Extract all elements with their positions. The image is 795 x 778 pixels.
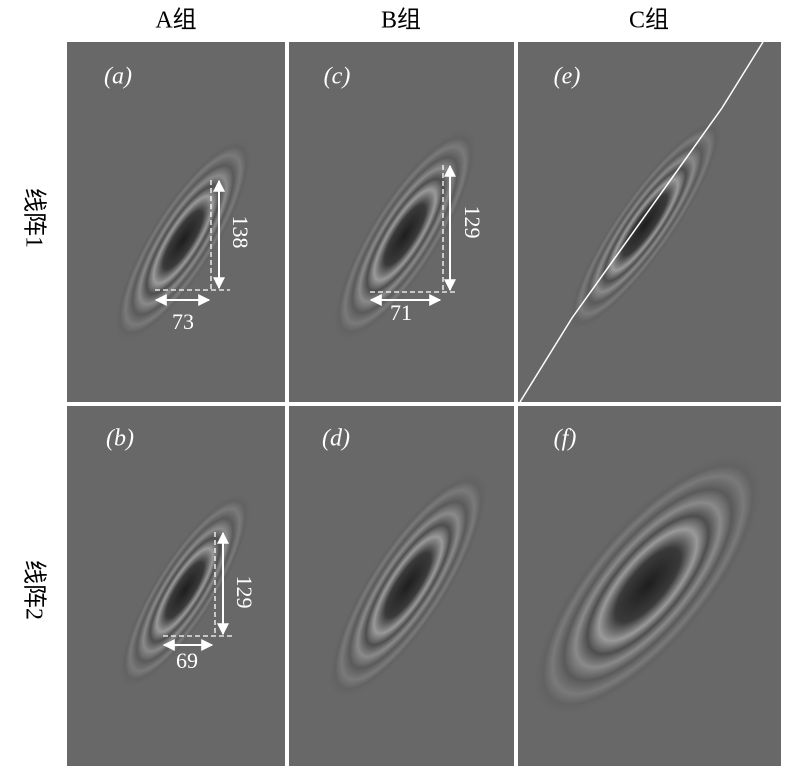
width-label: 71 — [390, 300, 412, 325]
column-header: A组 — [155, 7, 196, 34]
width-label: 73 — [172, 309, 194, 334]
column-header: B组 — [381, 7, 421, 34]
column-header: C组 — [629, 7, 669, 34]
panel-label: (b) — [106, 426, 134, 452]
panel-label: (a) — [104, 64, 132, 90]
panel-label: (c) — [324, 64, 351, 90]
pattern — [327, 469, 489, 701]
row-header: 线阵1 — [20, 188, 47, 248]
width-label: 69 — [176, 648, 198, 673]
height-label: 129 — [460, 206, 485, 239]
pattern — [332, 127, 478, 343]
panel-label: (f) — [554, 426, 577, 452]
panel-label: (d) — [322, 426, 350, 452]
height-label: 129 — [232, 576, 257, 609]
pattern — [531, 452, 765, 718]
annotations: 73 138 71 129 69 129 — [154, 164, 485, 673]
panel-labels: (a) (c) (e) (b) (d) (f) — [104, 64, 580, 452]
boundary-line — [519, 41, 764, 403]
panel-label: (e) — [554, 64, 581, 90]
headers: A组 B组 C组 线阵1 线阵2 — [20, 7, 669, 621]
height-label: 138 — [228, 216, 253, 249]
row-header: 线阵2 — [20, 560, 47, 620]
pattern — [566, 117, 724, 333]
